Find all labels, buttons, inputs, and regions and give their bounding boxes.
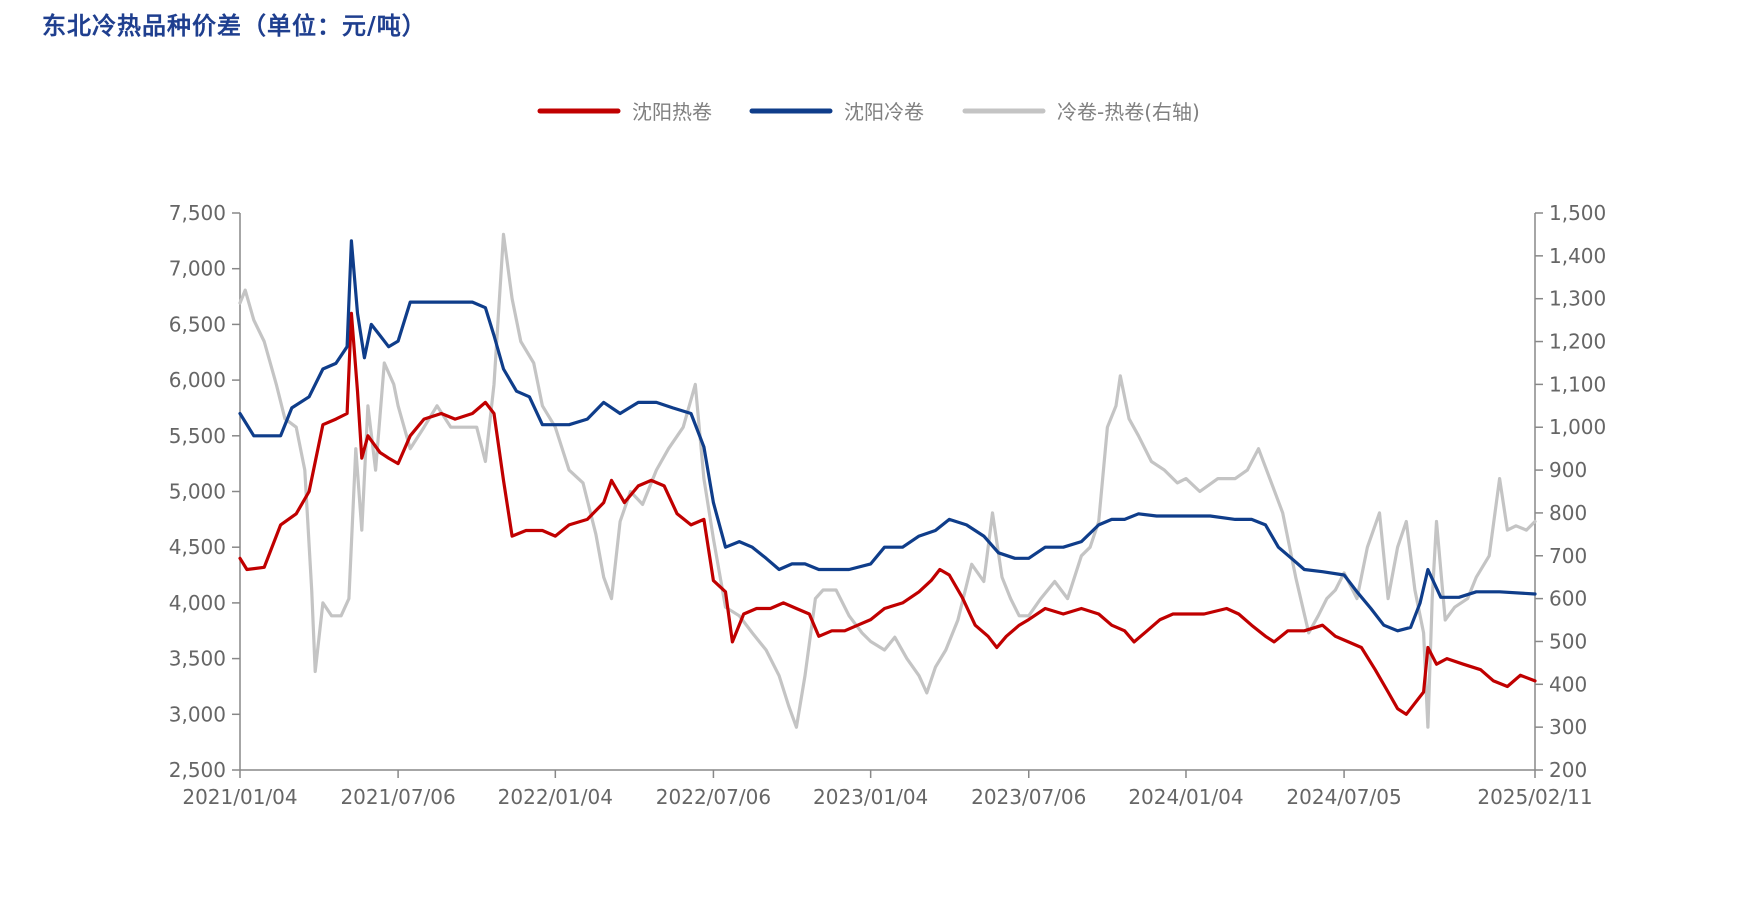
- x-tick-label: 2024/01/04: [1128, 785, 1243, 809]
- y-right-tick-label: 200: [1549, 758, 1587, 782]
- chart-title: 东北冷热品种价差（单位：元/吨）: [42, 11, 427, 40]
- y-left-tick-label: 7,000: [169, 257, 226, 281]
- y-right-tick-label: 900: [1549, 458, 1587, 482]
- legend-label-2: 沈阳冷卷: [844, 100, 924, 124]
- y-right-tick-label: 1,200: [1549, 330, 1606, 354]
- y-right-tick-label: 500: [1549, 629, 1587, 653]
- y-right-tick-label: 1,000: [1549, 415, 1606, 439]
- y-left-tick-label: 3,000: [169, 702, 226, 726]
- legend-label-3: 冷卷-热卷(右轴): [1057, 100, 1200, 124]
- axes: 2,500 3,000 3,500 4,000 4,500 5,000 5,500 6,000…: [169, 201, 1607, 809]
- y-left-tick-label: 4,000: [169, 591, 226, 615]
- series-layer: [238, 232, 1537, 729]
- y-right-tick-label: 1,500: [1549, 201, 1606, 225]
- y-left-tick-label: 5,500: [169, 424, 226, 448]
- y-right-tick-label: 600: [1549, 587, 1587, 611]
- y-left-tick-label: 7,500: [169, 201, 226, 225]
- x-tick-label: 2023/07/06: [971, 785, 1086, 809]
- x-tick-label: 2024/07/05: [1286, 785, 1401, 809]
- y-right-tick-label: 300: [1549, 715, 1587, 739]
- y-right-tick-label: 700: [1549, 544, 1587, 568]
- x-tick-label: 2023/01/04: [813, 785, 928, 809]
- y-left-tick-label: 3,500: [169, 647, 226, 671]
- series-line-1: [238, 311, 1537, 716]
- x-tick-label: 2022/01/04: [498, 785, 613, 809]
- y-right-tick-label: 800: [1549, 501, 1587, 525]
- x-tick-label: 2022/07/06: [656, 785, 771, 809]
- y-left-tick-label: 6,000: [169, 368, 226, 392]
- legend: 沈阳热卷 沈阳冷卷 冷卷-热卷(右轴): [537, 100, 1200, 124]
- y-right-tick-label: 1,400: [1549, 244, 1606, 268]
- y-right-tick-label: 1,100: [1549, 372, 1606, 396]
- legend-label-1: 沈阳热卷: [632, 100, 712, 124]
- y-left-tick-label: 5,000: [169, 480, 226, 504]
- x-tick-label: 2025/02/11: [1477, 785, 1592, 809]
- y-left-tick-label: 2,500: [169, 758, 226, 782]
- x-tick-label: 2021/01/04: [182, 785, 297, 809]
- y-left-tick-label: 4,500: [169, 535, 226, 559]
- y-right-tick-label: 400: [1549, 672, 1587, 696]
- y-left-tick-label: 6,500: [169, 312, 226, 336]
- y-right-tick-label: 1,300: [1549, 287, 1606, 311]
- series-line-2: [238, 239, 1537, 633]
- series-line-3: [238, 232, 1537, 729]
- x-tick-label: 2021/07/06: [340, 785, 455, 809]
